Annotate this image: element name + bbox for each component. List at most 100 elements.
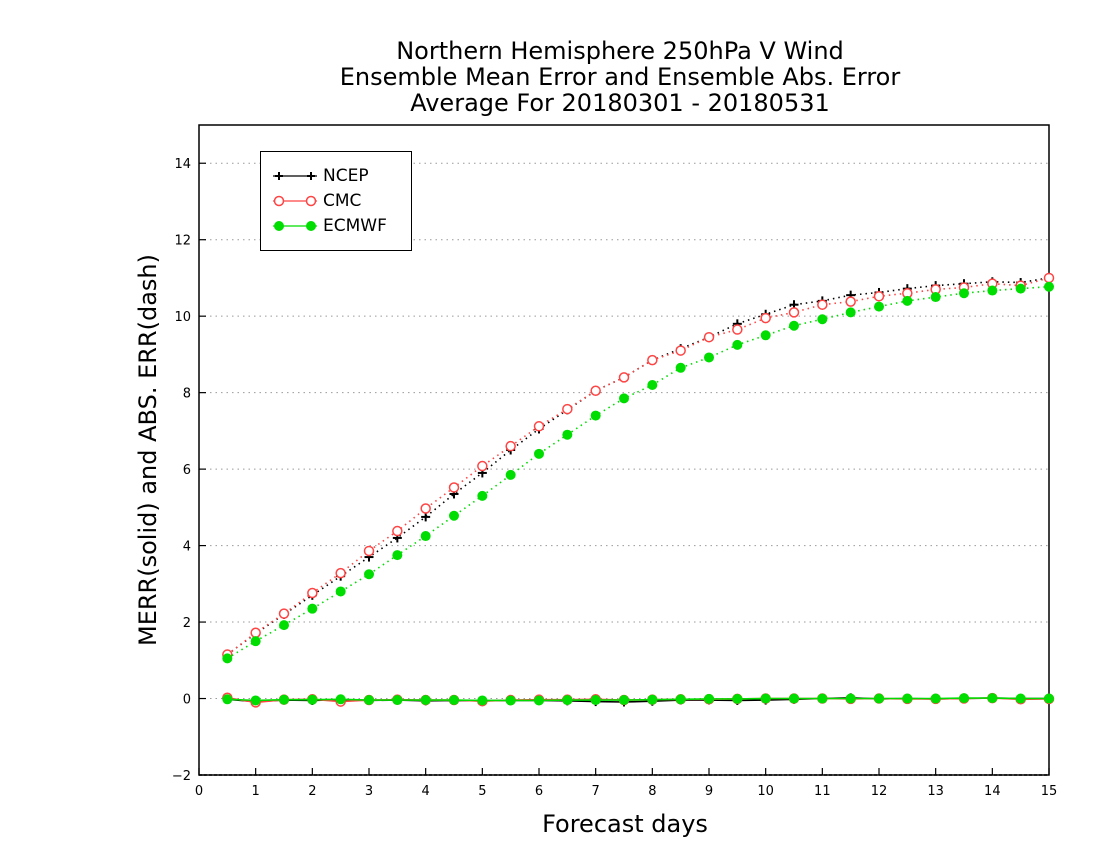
abs-error-point-ecmwf <box>930 292 941 303</box>
abs-error-point-ecmwf <box>420 531 431 542</box>
abs-error-point-ecmwf <box>222 653 233 664</box>
abs-error-point-ecmwf <box>987 285 998 296</box>
abs-error-point-ecmwf <box>562 429 573 440</box>
legend-item-ecmwf: ECMWF <box>269 214 409 238</box>
mean-error-point-ecmwf <box>420 695 431 706</box>
mean-error-point-ecmwf <box>987 693 998 704</box>
x-tick-label: 9 <box>705 784 713 799</box>
x-tick-label: 13 <box>927 784 944 799</box>
mean-error-line-ecmwf <box>227 697 1049 702</box>
mean-error-point-ecmwf <box>789 693 799 704</box>
x-tick-label: 8 <box>648 784 656 799</box>
mean-error-point-ecmwf <box>874 693 884 704</box>
abs-error-point-ecmwf <box>874 301 884 312</box>
legend-ecmwf-marker <box>273 221 317 231</box>
x-tick-label: 0 <box>195 784 203 799</box>
mean-error-point-ecmwf <box>647 694 658 705</box>
abs-error-point-ecmwf <box>590 410 601 421</box>
chart-title-line-2: Ensemble Mean Error and Ensemble Abs. Er… <box>339 63 901 91</box>
abs-error-point-cmc <box>675 345 686 356</box>
y-tick-label: 6 <box>183 463 191 478</box>
x-tick-label: 11 <box>814 784 831 799</box>
legend-label-cmc: CMC <box>323 191 362 211</box>
mean-error-point-ecmwf <box>1015 693 1026 704</box>
abs-error-point-cmc <box>505 440 516 452</box>
mean-error-point-ecmwf <box>760 693 771 704</box>
y-tick-label: 12 <box>174 234 191 249</box>
mean-error-point-ecmwf <box>534 695 544 706</box>
y-tick-label: 2 <box>183 616 191 631</box>
abs-error-point-ecmwf <box>449 510 459 521</box>
x-axis-label: Forecast days <box>542 810 708 838</box>
abs-error-point-cmc <box>420 503 431 514</box>
mean-error-point-ecmwf <box>477 695 488 706</box>
abs-error-point-ecmwf <box>704 352 714 363</box>
x-tick-label: 4 <box>422 784 430 799</box>
x-tick-label: 2 <box>308 784 316 799</box>
legend: NCEP CMC ECMWF <box>260 151 412 251</box>
abs-error-point-ecmwf <box>732 339 743 350</box>
legend-label-ecmwf: ECMWF <box>323 216 387 236</box>
abs-error-point-cmc <box>448 482 460 493</box>
abs-error-point-cmc <box>562 403 573 415</box>
abs-error-point-ecmwf <box>534 448 544 459</box>
x-tick-label: 14 <box>984 784 1001 799</box>
abs-error-point-ecmwf <box>477 490 488 501</box>
y-tick-label: 8 <box>183 387 191 402</box>
mean-error-point-ecmwf <box>590 695 601 706</box>
abs-error-point-ecmwf <box>675 362 686 373</box>
abs-error-point-ecmwf <box>647 380 658 390</box>
abs-error-point-ecmwf <box>364 569 374 580</box>
abs-error-point-cmc <box>590 385 601 396</box>
abs-error-line-cmc <box>226 277 1050 656</box>
abs-error-point-ecmwf <box>250 636 261 647</box>
abs-error-point-cmc <box>647 354 658 366</box>
mean-error-point-ecmwf <box>279 694 289 705</box>
abs-error-point-cmc <box>250 627 261 639</box>
mean-error-point-ecmwf <box>222 694 233 705</box>
y-axis-label: MERR(solid) and ABS. ERR(dash) <box>134 254 162 646</box>
abs-error-point-cmc <box>307 587 318 599</box>
legend-ncep-marker <box>273 172 317 180</box>
mean-error-point-ecmwf <box>817 693 828 704</box>
mean-error-point-ecmwf <box>1044 693 1054 704</box>
abs-error-point-cmc <box>732 324 743 335</box>
abs-error-point-ecmwf <box>902 295 913 306</box>
abs-error-point-ecmwf <box>1044 281 1054 292</box>
abs-error-point-cmc <box>278 608 290 619</box>
y-tick-label: 0 <box>183 693 191 708</box>
y-tick-label: −2 <box>172 769 191 784</box>
x-tick-label: 6 <box>535 784 543 799</box>
abs-error-point-ecmwf <box>335 586 346 597</box>
mean-error-point-ecmwf <box>364 695 374 706</box>
x-tick-label: 10 <box>757 784 774 799</box>
x-tick-label: 1 <box>252 784 260 799</box>
x-tick-label: 12 <box>871 784 888 799</box>
abs-error-point-ecmwf <box>817 314 828 325</box>
mean-error-point-ecmwf <box>959 693 969 704</box>
y-tick-label: 4 <box>183 540 191 555</box>
abs-error-point-ncep <box>421 512 431 522</box>
abs-error-point-ecmwf <box>619 393 629 404</box>
x-tick-label: 7 <box>592 784 600 799</box>
legend-item-ncep: NCEP <box>269 164 409 188</box>
abs-error-point-cmc <box>618 372 630 383</box>
abs-error-point-cmc <box>392 525 403 537</box>
abs-error-point-cmc <box>703 331 715 343</box>
x-tick-label: 15 <box>1041 784 1058 799</box>
mean-error-point-ecmwf <box>307 694 318 705</box>
abs-error-point-ecmwf <box>760 330 771 341</box>
abs-error-point-ecmwf <box>392 550 403 561</box>
abs-error-point-cmc <box>363 545 375 557</box>
abs-error-point-cmc <box>335 567 346 579</box>
abs-error-point-ecmwf <box>307 603 318 614</box>
mean-error-point-ecmwf <box>845 693 856 704</box>
chart-title-line-3: Average For 20180301 - 20180531 <box>410 89 830 117</box>
abs-error-point-ecmwf <box>279 620 289 631</box>
abs-error-point-cmc <box>788 307 800 318</box>
mean-error-point-ecmwf <box>732 693 743 704</box>
abs-error-point-cmc <box>533 421 545 432</box>
mean-error-point-ecmwf <box>250 695 261 706</box>
abs-error-point-cmc <box>817 299 828 310</box>
legend-cmc-marker <box>273 195 317 207</box>
